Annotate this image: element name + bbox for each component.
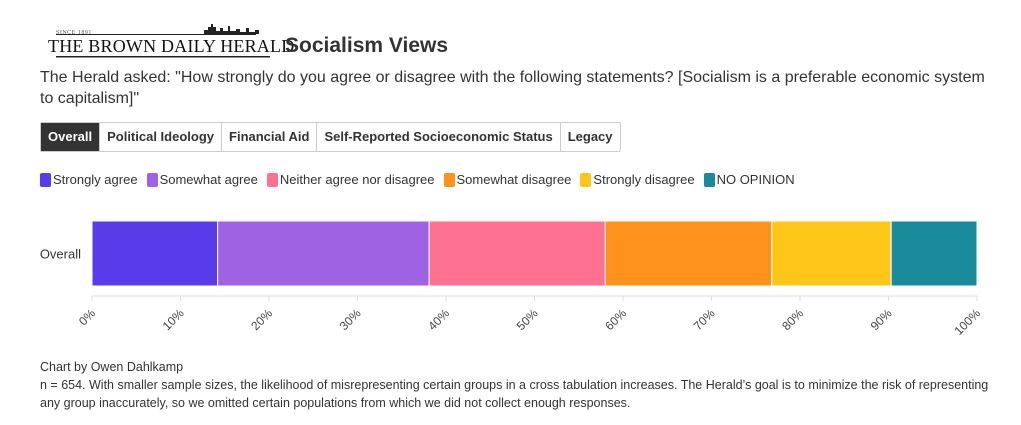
- view-tabs: Overall Political Ideology Financial Aid…: [40, 122, 621, 152]
- logo-text: THE BROWN DAILY HERALD: [48, 36, 295, 56]
- sample-note: n = 654. With smaller sample sizes, the …: [40, 378, 989, 410]
- legend-item[interactable]: NO OPINION: [703, 172, 795, 187]
- tab-overall[interactable]: Overall: [41, 123, 100, 151]
- legend-label: Strongly disagree: [593, 172, 695, 187]
- bar-segment[interactable]: [217, 220, 430, 287]
- legend-swatch: [266, 172, 278, 187]
- legend-swatch: [703, 172, 715, 187]
- legend-label: Neither agree nor disagree: [279, 172, 435, 187]
- legend-item[interactable]: Somewhat agree: [146, 172, 258, 187]
- legend-item[interactable]: Neither agree nor disagree: [266, 172, 435, 187]
- tab-legacy[interactable]: Legacy: [559, 123, 620, 151]
- logo-since: SINCE 1891: [56, 30, 92, 36]
- legend-label: NO OPINION: [716, 172, 795, 187]
- x-tick-label: 100%: [952, 306, 984, 338]
- legend-item[interactable]: Strongly disagree: [580, 172, 695, 187]
- chart-credit: Chart by Owen Dahlkamp: [40, 360, 184, 374]
- herald-logo: SINCE 1891 THE BROWN DAILY HERALD: [48, 24, 294, 62]
- legend-label: Somewhat agree: [159, 172, 258, 187]
- x-tick-label: 40%: [425, 306, 452, 333]
- header: SINCE 1891 THE BROWN DAILY HERALD Social…: [40, 24, 1000, 64]
- x-tick-label: 50%: [514, 306, 541, 333]
- x-tick-label: 10%: [160, 306, 187, 333]
- x-tick-label: 60%: [602, 306, 629, 333]
- x-tick-label: 90%: [868, 306, 895, 333]
- x-tick-label: 0%: [76, 306, 98, 328]
- chart-title: Socialism Views: [285, 34, 449, 57]
- legend-label: Strongly agree: [53, 172, 138, 187]
- category-label: Overall: [40, 247, 81, 262]
- x-tick-label: 70%: [691, 306, 718, 333]
- legend: Strongly agree Somewhat agree Neither agre…: [40, 172, 804, 187]
- bar-segment[interactable]: [428, 220, 606, 287]
- legend-item[interactable]: Somewhat disagree: [443, 172, 572, 187]
- legend-item[interactable]: Strongly agree: [40, 172, 138, 187]
- chart-subtitle: The Herald asked: "How strongly do you a…: [40, 69, 985, 107]
- x-tick-label: 80%: [779, 306, 806, 333]
- legend-label: Somewhat disagree: [456, 172, 572, 187]
- x-tick-label: 20%: [248, 306, 275, 333]
- bar-segment[interactable]: [771, 220, 892, 287]
- tab-financial-aid[interactable]: Financial Aid: [221, 123, 316, 151]
- skyline-icon: [56, 24, 270, 58]
- legend-swatch: [580, 172, 592, 187]
- bar-segment[interactable]: [604, 220, 773, 287]
- bar-segment[interactable]: [91, 220, 219, 287]
- x-tick-label: 30%: [337, 306, 364, 333]
- legend-swatch: [146, 172, 158, 187]
- tab-political-ideology[interactable]: Political Ideology: [99, 123, 221, 151]
- legend-swatch: [40, 172, 51, 187]
- legend-swatch: [443, 172, 455, 187]
- tab-socioeconomic-status[interactable]: Self-Reported Socioeconomic Status: [316, 123, 559, 151]
- bar-segment[interactable]: [890, 220, 978, 287]
- stacked-bar-chart: Overall 0% 10% 20% 30% 40% 50% 60% 70% 80% 90% 100%: [40, 220, 984, 338]
- footer: Chart by Owen Dahlkamp n = 654. With sma…: [40, 358, 1000, 412]
